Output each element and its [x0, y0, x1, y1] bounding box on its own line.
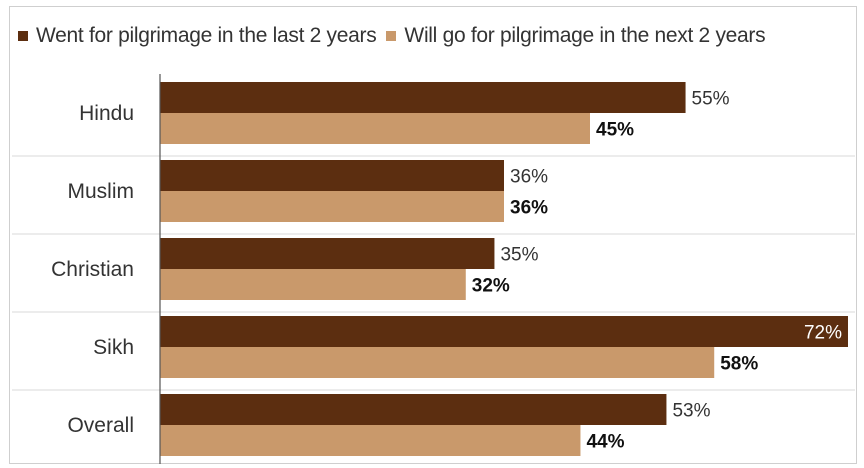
- data-label: 44%: [586, 432, 624, 453]
- legend-label-will-go: Will go for pilgrimage in the next 2 yea…: [404, 24, 766, 47]
- bar-went: [160, 316, 848, 347]
- chart-legend: Went for pilgrimage in the last 2 years …: [18, 18, 766, 54]
- data-label: 53%: [672, 401, 710, 422]
- category-label: Hindu: [79, 102, 134, 125]
- bar-will-go: [160, 191, 504, 222]
- category-label: Sikh: [93, 336, 134, 359]
- bar-went: [160, 82, 686, 113]
- data-label: 35%: [500, 245, 538, 266]
- data-label: 36%: [510, 167, 548, 188]
- legend-label-went: Went for pilgrimage in the last 2 years: [36, 24, 377, 47]
- bar-will-go: [160, 347, 715, 378]
- category-label: Overall: [67, 414, 134, 437]
- legend-swatch-will-go: [386, 31, 397, 41]
- bar-went: [160, 394, 667, 425]
- bar-will-go: [160, 113, 590, 144]
- legend-item-will-go: Will go for pilgrimage in the next 2 yea…: [386, 24, 766, 48]
- data-label: 36%: [510, 198, 548, 219]
- category-label: Christian: [51, 258, 134, 281]
- data-label: 45%: [596, 120, 634, 141]
- bar-will-go: [160, 425, 581, 456]
- data-label: 58%: [720, 354, 758, 375]
- bar-will-go: [160, 269, 466, 300]
- bar-went: [160, 160, 504, 191]
- legend-item-went: Went for pilgrimage in the last 2 years: [18, 24, 377, 48]
- data-label: 32%: [472, 276, 510, 297]
- legend-swatch-went: [18, 31, 28, 41]
- data-label: 72%: [804, 323, 842, 344]
- category-label: Muslim: [68, 180, 135, 203]
- bar-went: [160, 238, 495, 269]
- data-label: 55%: [692, 89, 730, 110]
